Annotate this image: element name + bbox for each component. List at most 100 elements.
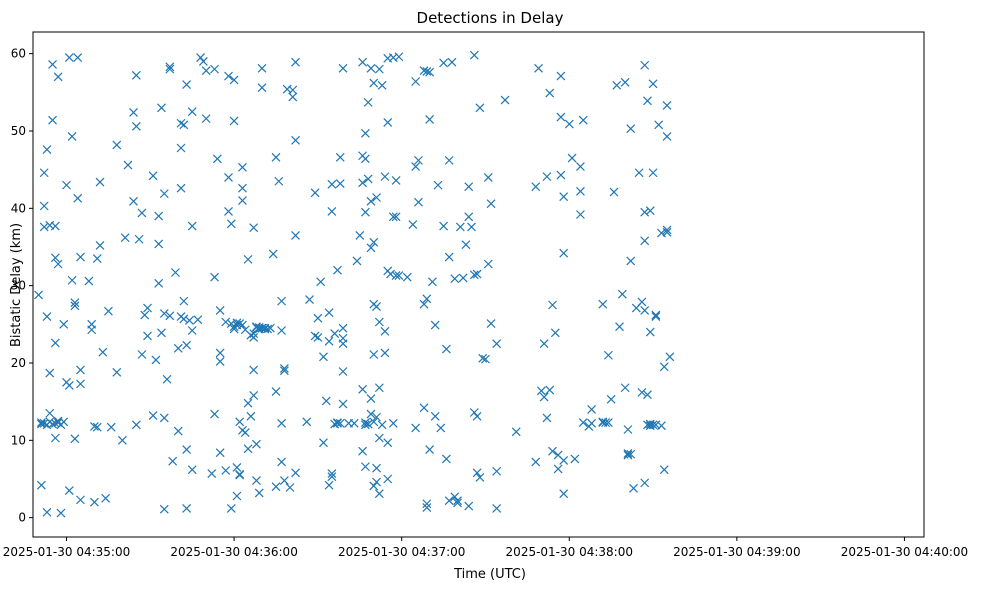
data-point bbox=[271, 482, 281, 492]
y-tick-label: 40 bbox=[11, 201, 26, 215]
data-point bbox=[648, 79, 658, 89]
data-point bbox=[271, 152, 281, 162]
data-point bbox=[643, 390, 652, 400]
data-point bbox=[419, 403, 429, 413]
data-point bbox=[215, 305, 225, 315]
data-point bbox=[215, 348, 225, 358]
data-point bbox=[285, 483, 295, 492]
data-point bbox=[221, 466, 231, 475]
data-point bbox=[645, 206, 655, 216]
y-tick-label: 30 bbox=[11, 279, 26, 293]
data-point bbox=[335, 418, 345, 428]
data-point bbox=[380, 326, 390, 336]
data-point bbox=[458, 273, 468, 283]
data-point bbox=[464, 501, 474, 511]
data-point bbox=[439, 221, 449, 231]
data-point bbox=[444, 155, 454, 165]
data-point bbox=[430, 320, 440, 330]
data-point bbox=[215, 357, 225, 366]
data-point bbox=[56, 508, 66, 518]
data-point bbox=[224, 206, 233, 216]
data-point bbox=[436, 423, 446, 433]
data-point bbox=[576, 162, 585, 171]
data-point bbox=[165, 62, 175, 72]
data-point bbox=[402, 272, 412, 282]
data-point bbox=[226, 219, 236, 229]
data-point bbox=[279, 366, 289, 376]
data-point bbox=[372, 302, 381, 311]
data-point bbox=[76, 365, 85, 375]
data-point bbox=[42, 145, 52, 154]
data-point bbox=[171, 268, 180, 277]
data-point bbox=[254, 488, 264, 498]
data-point bbox=[73, 193, 83, 203]
y-axis-label: Bistatic Delay (km) bbox=[9, 223, 24, 347]
data-point bbox=[187, 465, 197, 475]
data-point bbox=[70, 298, 80, 308]
data-point bbox=[545, 385, 555, 395]
data-point bbox=[151, 355, 161, 365]
data-point bbox=[123, 160, 133, 170]
data-point bbox=[42, 507, 52, 517]
data-point bbox=[221, 317, 231, 327]
data-point bbox=[257, 63, 267, 73]
data-point bbox=[274, 176, 284, 186]
data-point bbox=[576, 186, 585, 196]
data-point bbox=[536, 386, 546, 396]
data-point bbox=[34, 290, 44, 300]
data-point bbox=[90, 421, 99, 431]
data-point bbox=[531, 457, 541, 467]
data-point bbox=[394, 52, 404, 62]
data-point bbox=[36, 418, 46, 427]
data-point bbox=[383, 118, 393, 127]
y-tick-label: 20 bbox=[11, 356, 26, 370]
x-tick-label: 2025-01-30 04:36:00 bbox=[170, 545, 297, 559]
data-point bbox=[324, 308, 334, 318]
data-point bbox=[408, 220, 418, 229]
data-point bbox=[131, 420, 141, 430]
data-point bbox=[310, 331, 320, 341]
data-point bbox=[643, 96, 652, 106]
data-point bbox=[542, 172, 552, 182]
data-point bbox=[469, 270, 479, 280]
data-point bbox=[288, 92, 298, 102]
data-point bbox=[352, 256, 362, 266]
data-point bbox=[238, 162, 247, 172]
data-point bbox=[539, 392, 549, 402]
data-point bbox=[238, 196, 247, 206]
data-point bbox=[148, 171, 158, 181]
data-point bbox=[257, 83, 267, 93]
y-tick-label: 60 bbox=[11, 47, 26, 61]
data-point bbox=[411, 162, 421, 171]
data-point bbox=[411, 423, 421, 433]
data-point bbox=[425, 114, 435, 124]
data-point bbox=[662, 131, 672, 141]
data-point bbox=[648, 420, 658, 430]
data-point bbox=[369, 417, 379, 427]
data-point bbox=[629, 483, 638, 493]
data-point bbox=[662, 227, 672, 237]
data-point bbox=[648, 168, 658, 178]
data-point bbox=[623, 425, 633, 434]
data-point bbox=[324, 336, 334, 346]
data-point bbox=[637, 297, 647, 307]
data-point bbox=[238, 183, 247, 193]
data-point bbox=[444, 252, 454, 262]
data-point bbox=[187, 221, 197, 231]
data-point bbox=[615, 322, 624, 332]
data-point bbox=[50, 338, 60, 348]
data-point bbox=[360, 462, 370, 472]
data-point bbox=[338, 399, 348, 409]
data-point bbox=[450, 492, 460, 502]
data-point bbox=[182, 445, 192, 455]
data-point bbox=[64, 486, 74, 496]
data-point bbox=[39, 418, 49, 428]
data-point bbox=[391, 271, 401, 281]
data-point bbox=[187, 326, 197, 335]
data-point bbox=[277, 326, 287, 335]
data-point bbox=[103, 306, 113, 316]
data-point bbox=[327, 469, 337, 479]
data-point bbox=[64, 380, 74, 390]
data-point bbox=[279, 363, 289, 373]
data-point bbox=[542, 413, 552, 423]
